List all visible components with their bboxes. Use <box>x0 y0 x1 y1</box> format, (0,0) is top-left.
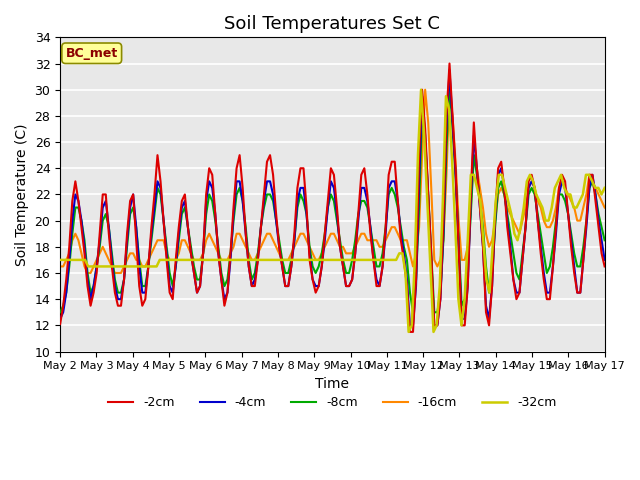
-2cm <box>263 159 271 165</box>
-4cm <box>601 257 609 263</box>
-32cm <box>56 257 64 263</box>
-2cm <box>546 296 554 302</box>
-2cm <box>120 276 128 282</box>
-4cm <box>120 276 128 282</box>
Title: Soil Temperatures Set C: Soil Temperatures Set C <box>225 15 440 33</box>
-32cm <box>417 87 425 93</box>
-32cm <box>81 257 89 263</box>
-32cm <box>147 264 154 269</box>
-16cm <box>84 270 92 276</box>
-16cm <box>546 224 554 230</box>
Line: -2cm: -2cm <box>60 63 605 332</box>
-4cm <box>589 172 596 178</box>
-2cm <box>56 321 64 327</box>
-16cm <box>421 87 429 93</box>
-4cm <box>445 67 453 73</box>
-4cm <box>169 290 177 296</box>
-8cm <box>65 264 73 269</box>
-16cm <box>124 257 131 263</box>
-4cm <box>65 257 73 263</box>
-4cm <box>406 323 414 328</box>
-16cm <box>601 204 609 210</box>
-16cm <box>56 264 64 269</box>
-2cm <box>445 60 453 66</box>
Legend: -2cm, -4cm, -8cm, -16cm, -32cm: -2cm, -4cm, -8cm, -16cm, -32cm <box>103 391 561 414</box>
Line: -8cm: -8cm <box>60 83 605 312</box>
-2cm <box>406 329 414 335</box>
-32cm <box>404 329 412 335</box>
-16cm <box>65 251 73 256</box>
Text: BC_met: BC_met <box>65 47 118 60</box>
-16cm <box>589 179 596 184</box>
-16cm <box>172 257 180 263</box>
-32cm <box>364 257 372 263</box>
-4cm <box>56 316 64 322</box>
Line: -16cm: -16cm <box>60 90 605 273</box>
Y-axis label: Soil Temperature (C): Soil Temperature (C) <box>15 123 29 266</box>
-2cm <box>589 172 596 178</box>
-8cm <box>586 185 593 191</box>
-8cm <box>543 270 550 276</box>
-32cm <box>103 264 111 269</box>
-2cm <box>169 296 177 302</box>
-4cm <box>263 179 271 184</box>
-4cm <box>546 290 554 296</box>
-2cm <box>65 244 73 250</box>
-8cm <box>169 283 177 289</box>
Line: -32cm: -32cm <box>60 90 605 332</box>
-8cm <box>56 310 64 315</box>
-16cm <box>266 231 274 237</box>
-32cm <box>237 257 244 263</box>
Line: -4cm: -4cm <box>60 70 605 325</box>
X-axis label: Time: Time <box>316 377 349 391</box>
-8cm <box>263 192 271 197</box>
-8cm <box>601 238 609 243</box>
-32cm <box>601 185 609 191</box>
-2cm <box>601 264 609 269</box>
-32cm <box>570 204 577 210</box>
-8cm <box>120 276 128 282</box>
-8cm <box>445 80 453 86</box>
